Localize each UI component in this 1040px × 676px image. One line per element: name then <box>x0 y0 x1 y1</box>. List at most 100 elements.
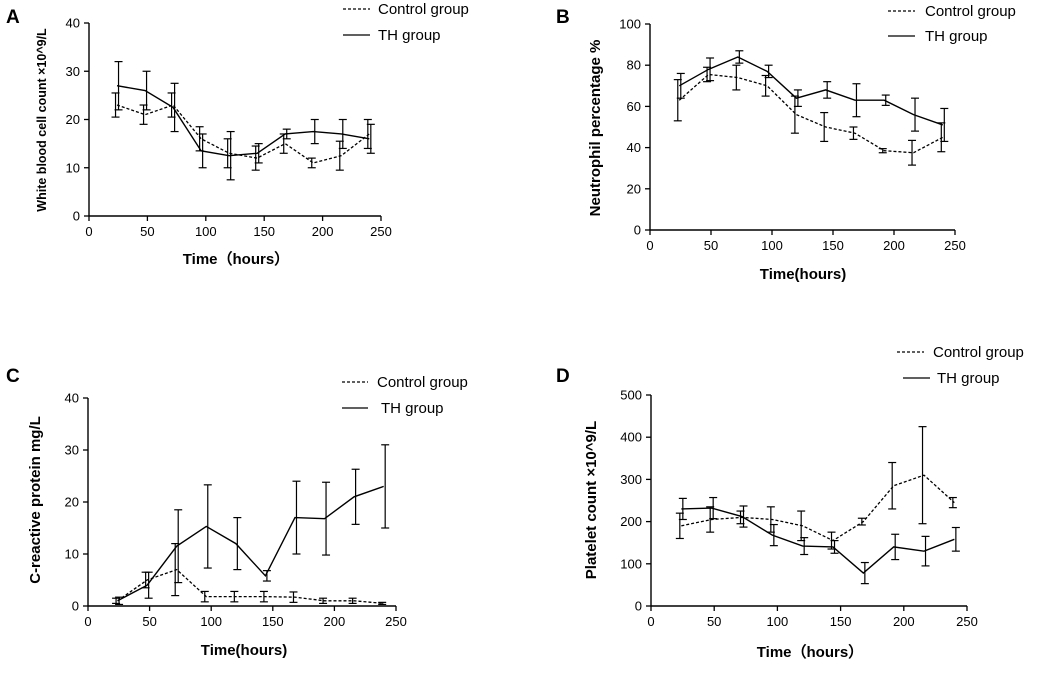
x-tick-label-d: 200 <box>893 614 915 629</box>
y-tick-label-a: 0 <box>73 209 80 224</box>
error-bar-th-a <box>226 130 235 181</box>
x-tick-label-a: 250 <box>370 224 392 239</box>
x-tick-label-d: 0 <box>647 614 654 629</box>
panel-b: B Neutrophil percentage % 0 20 40 60 80 100 0 5… <box>556 3 1016 283</box>
y-tick-label-c: 10 <box>65 547 79 562</box>
error-bar-th-c <box>115 596 124 606</box>
error-bar-th-c <box>381 444 390 529</box>
x-tick-label-b: 150 <box>822 238 844 253</box>
error-bar-control-b <box>761 74 770 97</box>
x-tick-label-a: 50 <box>140 224 154 239</box>
y-tick-label-c: 0 <box>72 599 79 614</box>
error-bar-th-c <box>292 480 301 555</box>
error-bar-th-c <box>203 484 212 569</box>
error-bar-th-a <box>254 143 263 164</box>
error-bar-th-b <box>940 107 949 143</box>
series-line-th-c <box>117 485 384 602</box>
error-bar-control-b <box>732 64 741 91</box>
error-bar-th-c <box>233 516 242 571</box>
plot-area-c: 0 10 20 30 40 0 50 100 150 200 250 <box>65 391 407 630</box>
y-axis-title-c: C-reactive protein mg/L <box>27 416 44 584</box>
x-tick-label-b: 100 <box>761 238 783 253</box>
error-bar-th-c <box>144 571 153 599</box>
error-bar-th-b <box>735 50 744 64</box>
error-bar-th-a <box>338 118 347 150</box>
error-bar-th-d <box>709 496 718 520</box>
legend-a-th-label: TH group <box>378 27 441 44</box>
error-bar-th-b <box>706 57 715 82</box>
error-bar-th-d <box>830 539 839 554</box>
x-tick-label-a: 200 <box>312 224 334 239</box>
x-tick-label-c: 100 <box>200 614 222 629</box>
x-axis-title-c: Time(hours) <box>201 642 287 659</box>
x-tick-label-d: 50 <box>707 614 721 629</box>
error-bar-control-c <box>259 590 268 603</box>
error-bar-th-a <box>310 118 319 145</box>
x-axis-title-a: Time（hours） <box>183 250 289 268</box>
error-bar-control-c <box>230 590 239 603</box>
error-bar-th-d <box>739 505 748 528</box>
panel-a: A White blood cell count ×10^9/L 0 10 20 30… <box>6 1 469 268</box>
error-bar-control-d <box>918 426 927 525</box>
x-tick-label-a: 150 <box>253 224 275 239</box>
error-bar-control-c <box>289 591 298 603</box>
error-bar-th-d <box>860 561 869 585</box>
series-line-control-d <box>681 474 955 542</box>
series-line-control-c <box>117 568 384 605</box>
x-axis-title-d: Time（hours） <box>757 643 863 661</box>
error-bar-th-d <box>951 526 960 552</box>
legend-d: Control group TH group <box>897 344 1024 387</box>
y-tick-label-d: 500 <box>620 388 642 403</box>
legend-a-control-label: Control group <box>378 1 469 18</box>
x-tick-label-a: 0 <box>85 224 92 239</box>
panel-c: C C-reactive protein mg/L 0 10 20 30 40 0 50 10… <box>6 366 468 659</box>
x-tick-label-d: 150 <box>830 614 852 629</box>
error-bar-control-b <box>908 139 917 166</box>
error-bar-control-c <box>200 590 209 603</box>
plot-area-b: 0 20 40 60 80 100 0 50 100 150 200 250 <box>619 17 966 254</box>
panel-label-a: A <box>6 7 20 28</box>
y-tick-label-b: 100 <box>619 17 641 32</box>
y-tick-label-d: 400 <box>620 430 642 445</box>
x-tick-label-a: 100 <box>195 224 217 239</box>
error-bar-th-d <box>891 533 900 561</box>
plot-area-a: 0 10 20 30 40 0 50 100 150 200 250 <box>66 16 392 240</box>
legend-a: Control group TH group <box>343 1 469 44</box>
x-tick-label-b: 0 <box>646 238 653 253</box>
error-bar-th-a <box>282 128 291 140</box>
series-line-th-a <box>116 85 370 157</box>
error-bar-control-c <box>378 601 387 606</box>
error-bar-th-d <box>921 535 930 567</box>
error-bar-th-d <box>769 523 778 547</box>
x-tick-label-b: 250 <box>944 238 966 253</box>
error-bar-control-b <box>820 111 829 143</box>
y-tick-label-c: 20 <box>65 495 79 510</box>
y-tick-label-b: 80 <box>627 58 641 73</box>
y-tick-label-b: 20 <box>627 181 641 196</box>
y-tick-label-c: 30 <box>65 443 79 458</box>
y-tick-label-d: 200 <box>620 514 642 529</box>
legend-c-th-label: TH group <box>381 400 444 417</box>
y-tick-label-a: 30 <box>66 64 80 79</box>
x-tick-label-c: 50 <box>142 614 156 629</box>
legend-b-th-label: TH group <box>925 28 988 45</box>
error-bar-th-c <box>174 509 183 584</box>
y-tick-label-b: 0 <box>634 223 641 238</box>
y-tick-label-a: 20 <box>66 112 80 127</box>
error-bar-th-b <box>823 81 832 99</box>
error-bar-th-b <box>852 83 861 118</box>
x-tick-label-c: 150 <box>262 614 284 629</box>
error-bar-control-d <box>797 510 806 542</box>
y-tick-label-d: 300 <box>620 472 642 487</box>
error-bar-th-b <box>881 94 890 106</box>
error-bar-th-a <box>198 133 207 169</box>
x-tick-label-d: 250 <box>956 614 978 629</box>
error-bar-th-b <box>793 89 802 108</box>
legend-d-control-label: Control group <box>933 344 1024 361</box>
y-tick-label-c: 40 <box>65 391 79 406</box>
x-tick-label-c: 250 <box>385 614 407 629</box>
legend-b: Control group TH group <box>888 3 1016 45</box>
y-tick-label-a: 40 <box>66 16 80 31</box>
error-bar-th-a <box>114 60 123 111</box>
